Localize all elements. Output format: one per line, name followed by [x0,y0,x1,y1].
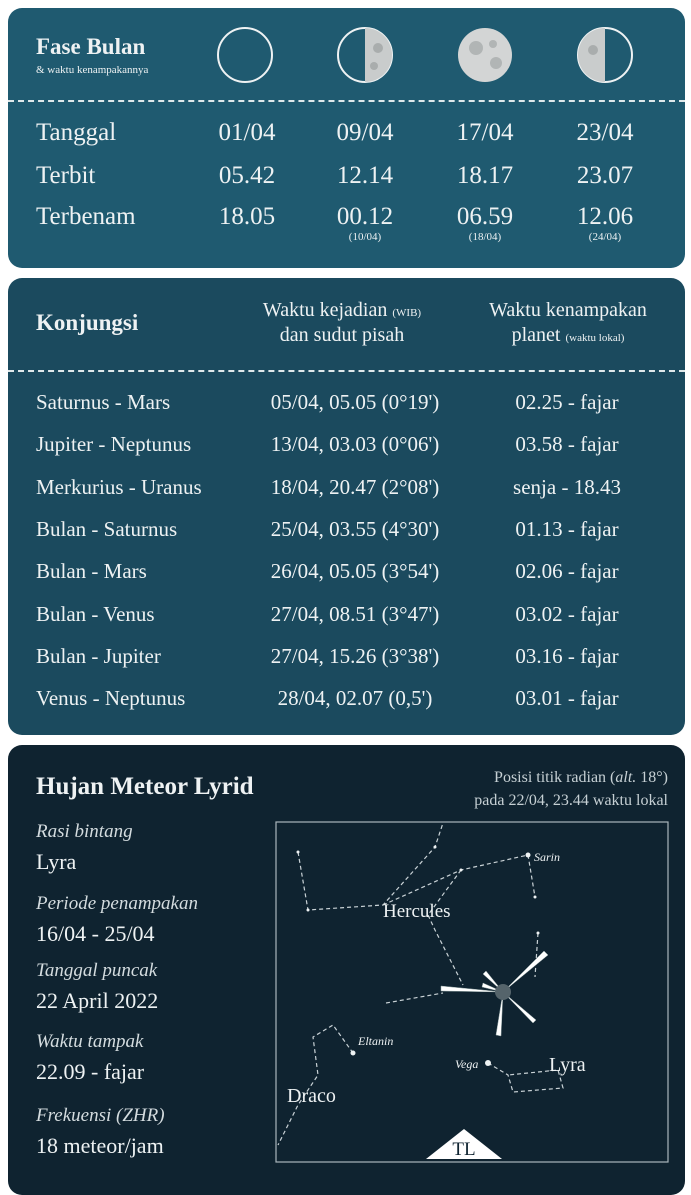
caption: Posisi titik radian (alt. 18°) [494,770,668,786]
cell: 18.05 [218,203,276,230]
map-label: Draco [287,1085,336,1107]
event-time: 27/04, 08.51 (3°47') [270,601,440,626]
item-value: 22.09 - fajar [36,1059,145,1084]
divider [8,370,685,372]
cell: 00.12 [336,203,394,230]
item-label: Rasi bintang [36,821,133,842]
planets: Bulan - Jupiter [36,643,161,668]
planets: Bulan - Venus [36,601,155,626]
cell: 12.14 [336,162,394,189]
planets: Merkurius - Uranus [36,474,202,499]
visibility: 01.13 - fajar [515,516,619,541]
moon-panel: Fase Bulan & waktu kenampakannya Tanggal… [8,8,685,268]
event-time: 18/04, 20.47 (2°08') [270,474,440,499]
cell-note: (10/04) [348,231,382,243]
caption-text: 18°) [636,769,668,786]
map-label: Hercules [383,901,451,922]
event-time: 25/04, 03.55 (4°30') [270,516,440,541]
subtitle: & waktu kenampakannya [36,64,149,76]
first-quarter [337,27,393,83]
visibility: 02.06 - fajar [515,559,619,584]
event-time: 26/04, 05.05 (3°54') [270,559,440,584]
cell-note: (24/04) [588,231,622,243]
header: Waktu kenampakan [489,299,647,321]
item-value: Lyra [36,849,77,874]
planets: Saturnus - Mars [36,390,171,414]
cell: 12.06 [576,203,634,230]
cell: 23.07 [576,162,634,189]
cell: 06.59 [456,203,514,230]
row-label: Terbit [36,162,96,189]
new-moon [217,27,273,83]
cell: 09/04 [336,119,394,146]
visibility: 03.01 - fajar [515,686,619,711]
meteor-panel: Hujan Meteor Lyrid Posisi titik radian (… [8,745,685,1195]
visibility: senja - 18.43 [513,474,621,499]
map-label: Eltanin [357,1034,393,1048]
cell: 05.42 [218,162,276,189]
full-moon [458,28,512,82]
cell-note: (18/04) [468,231,502,243]
header: dan sudut pisah [279,324,405,346]
event-time: 28/04, 02.07 (0,5') [277,686,433,711]
title: Konjungsi [36,310,139,335]
moon-icons [217,27,633,83]
item-label: Waktu tampak [36,1031,144,1052]
planets: Bulan - Saturnus [36,516,178,541]
direction-marker [426,1129,502,1159]
event-time: 27/04, 15.26 (3°38') [270,643,440,668]
cell: 01/04 [218,119,276,146]
item-value: 18 meteor/jam [36,1133,164,1158]
visibility: 03.58 - fajar [515,432,619,457]
sky-map: Hercules Sarin Eltanin Vega Lyra Draco T… [275,821,669,1163]
header: planet (waktu lokal) [512,325,625,345]
map-label: TL [452,1139,475,1160]
row-label: Tanggal [36,119,117,146]
planets: Jupiter - Neptunus [36,432,192,457]
caption-text: Posisi titik radian ( [494,769,616,786]
item-label: Periode penampakan [36,893,198,914]
header-small: (WIB) [392,307,422,319]
map-label: Lyra [549,1054,586,1076]
divider [8,100,685,102]
planets: Venus - Neptunus [36,686,186,711]
item-label: Tanggal puncak [36,960,158,981]
header-text: planet [511,324,561,346]
item-value: 16/04 - 25/04 [36,921,155,946]
title: Hujan Meteor Lyrid [36,773,254,800]
meteor-streaks [440,950,549,1037]
visibility: 03.16 - fajar [515,643,619,668]
planets: Bulan - Mars [36,559,147,584]
item-label: Frekuensi (ZHR) [36,1105,165,1126]
conjunction-panel: Konjungsi Waktu kejadian (WIB) dan sudut… [8,278,685,735]
event-time: 13/04, 03.03 (0°06') [270,432,440,457]
map-label: Sarin [534,850,560,864]
header-small: (waktu lokal) [565,332,625,344]
radiant [495,984,511,1000]
constellation-lines [277,822,564,1146]
map-label: Vega [455,1057,478,1071]
cell: 18.17 [456,162,514,189]
header: Waktu kejadian (WIB) [263,300,421,320]
event-time: 05/04, 05.05 (0°19') [270,390,440,414]
map-frame [275,821,669,1163]
cell: 17/04 [456,119,514,146]
stars [296,845,540,1066]
item-value: 22 April 2022 [36,988,159,1013]
visibility: 03.02 - fajar [515,601,619,626]
row-label: Terbenam [36,203,136,230]
caption-text: alt. [615,769,637,786]
title: Fase Bulan [36,34,146,59]
last-quarter [577,27,633,83]
cell: 23/04 [576,119,634,146]
visibility: 02.25 - fajar [515,390,619,414]
caption: pada 22/04, 23.44 waktu lokal [474,792,668,809]
header-text: Waktu kejadian [262,299,388,321]
